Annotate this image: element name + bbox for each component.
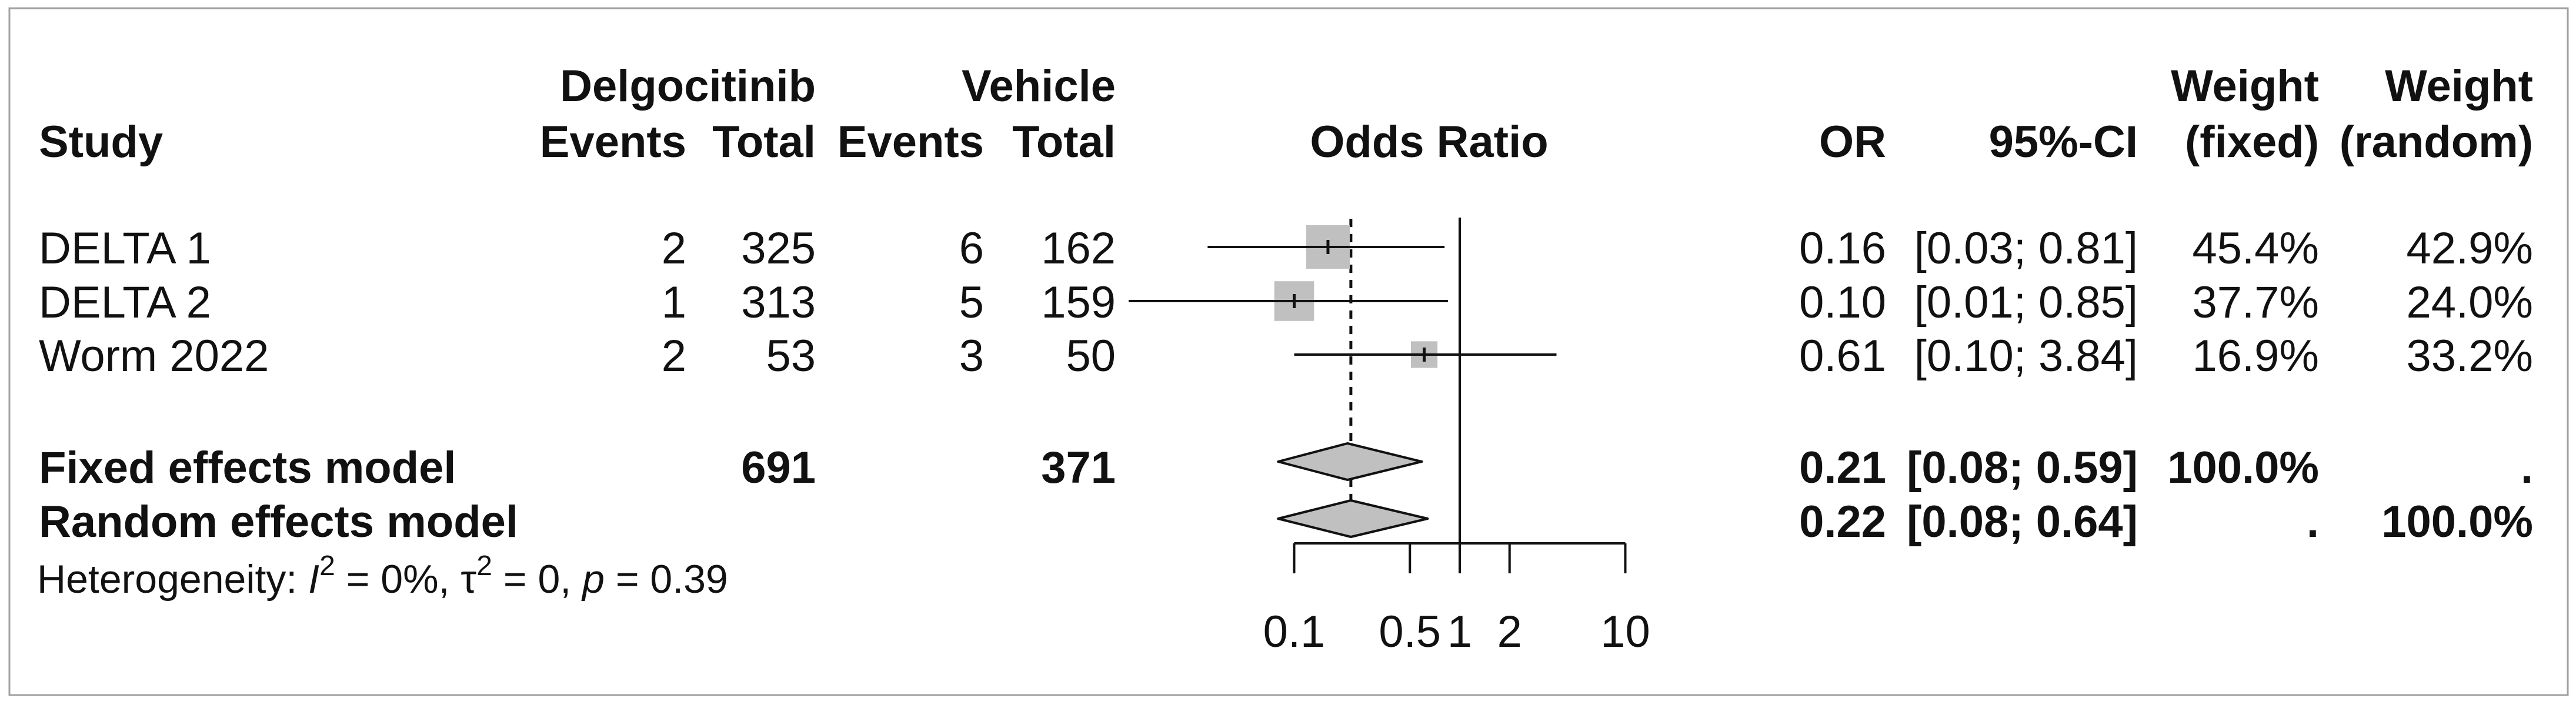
- x-axis-tick-label: 1: [1447, 607, 1472, 657]
- weight-fixed: 45.4%: [2193, 223, 2320, 273]
- or-value: 0.10: [1799, 278, 1886, 328]
- het-i2-value: = 0%,: [346, 557, 450, 602]
- study-row: Worm 2022 2 53 3 50 0.61 [0.10; 3.84] 16…: [39, 331, 2533, 381]
- or-value: 0.21: [1799, 443, 1886, 493]
- total-1: 313: [741, 278, 816, 328]
- frame: [8, 7, 2569, 696]
- het-i2-symbol: I: [308, 557, 319, 602]
- model-name: Random effects model: [39, 497, 518, 547]
- random-model-row: Random effects model 0.22 [0.08; 0.64] .…: [39, 497, 2533, 547]
- total-1: 691: [741, 443, 816, 493]
- total-1: 53: [766, 331, 816, 381]
- header-ci: 95%-CI: [1989, 117, 2138, 167]
- events-1: 2: [662, 223, 686, 273]
- events-2: 3: [959, 331, 984, 381]
- ci-value: [0.08; 0.59]: [1907, 443, 2138, 493]
- ci-value: [0.03; 0.81]: [1914, 223, 2138, 273]
- header-total-1: Total: [712, 117, 816, 167]
- het-tau2-value: = 0,: [503, 557, 571, 602]
- study-name: DELTA 1: [39, 223, 211, 273]
- total-2: 371: [1041, 443, 1116, 493]
- het-label: Heterogeneity:: [37, 557, 297, 602]
- weight-random: 33.2%: [2407, 331, 2534, 381]
- weight-fixed: .: [2307, 497, 2319, 547]
- weight-random: .: [2521, 443, 2533, 493]
- x-axis-tick-label: 10: [1600, 607, 1650, 657]
- fixed-model-row: Fixed effects model 691 371 0.21 [0.08; …: [39, 443, 2533, 493]
- total-2: 162: [1041, 223, 1116, 273]
- model-name: Fixed effects model: [39, 443, 456, 493]
- het-p-symbol: p: [581, 557, 605, 602]
- header-weight-fixed-2: (fixed): [2185, 117, 2319, 167]
- het-tau2-symbol: τ: [461, 557, 476, 602]
- study-name: DELTA 2: [39, 278, 211, 328]
- het-tau2-exponent: 2: [476, 550, 492, 582]
- header-events-2: Events: [837, 117, 984, 167]
- plot-title: Odds Ratio: [1310, 117, 1548, 167]
- ci-value: [0.01; 0.85]: [1914, 278, 2138, 328]
- or-value: 0.61: [1799, 331, 1886, 381]
- header-events-1: Events: [540, 117, 686, 167]
- header-total-2: Total: [1012, 117, 1116, 167]
- or-value: 0.16: [1799, 223, 1886, 273]
- header-group2: Vehicle: [962, 61, 1116, 111]
- total-2: 50: [1066, 331, 1116, 381]
- total-2: 159: [1041, 278, 1116, 328]
- header-study: Study: [39, 117, 163, 167]
- study-row: DELTA 1 2 325 6 162 0.16 [0.03; 0.81] 45…: [39, 223, 2533, 273]
- study-name: Worm 2022: [39, 331, 269, 381]
- plot-marks: 0.1 0.5 1 2 10: [1129, 218, 1650, 657]
- header-weight-fixed-1: Weight: [2171, 61, 2319, 111]
- header-weight-random-2: (random): [2340, 117, 2533, 167]
- weight-fixed: 100.0%: [2167, 443, 2319, 493]
- random-effect-diamond: [1277, 499, 1429, 538]
- weight-fixed: 16.9%: [2193, 331, 2320, 381]
- header-weight-random-1: Weight: [2385, 61, 2533, 111]
- study-row: DELTA 2 1 313 5 159 0.10 [0.01; 0.85] 37…: [39, 278, 2533, 328]
- or-value: 0.22: [1799, 497, 1886, 547]
- header-or: OR: [1819, 117, 1886, 167]
- heterogeneity-text: Heterogeneity: I2 = 0%, τ2 = 0, p = 0.39: [37, 539, 728, 602]
- het-i2-exponent: 2: [319, 550, 335, 582]
- events-1: 2: [662, 331, 686, 381]
- events-2: 6: [959, 223, 984, 273]
- het-p-value: = 0.39: [616, 557, 728, 602]
- weight-random: 42.9%: [2407, 223, 2534, 273]
- events-2: 5: [959, 278, 984, 328]
- weight-fixed: 37.7%: [2193, 278, 2320, 328]
- header-group1: Delgocitinib: [560, 61, 816, 111]
- x-axis-tick-label: 2: [1497, 607, 1522, 657]
- weight-random: 24.0%: [2407, 278, 2534, 328]
- fixed-effect-diamond: [1277, 442, 1423, 481]
- ci-value: [0.10; 3.84]: [1914, 331, 2138, 381]
- ci-value: [0.08; 0.64]: [1907, 497, 2138, 547]
- events-1: 1: [662, 278, 686, 328]
- x-axis-tick-label: 0.1: [1263, 607, 1326, 657]
- x-axis-tick-label: 0.5: [1379, 607, 1441, 657]
- total-1: 325: [741, 223, 816, 273]
- weight-random: 100.0%: [2381, 497, 2533, 547]
